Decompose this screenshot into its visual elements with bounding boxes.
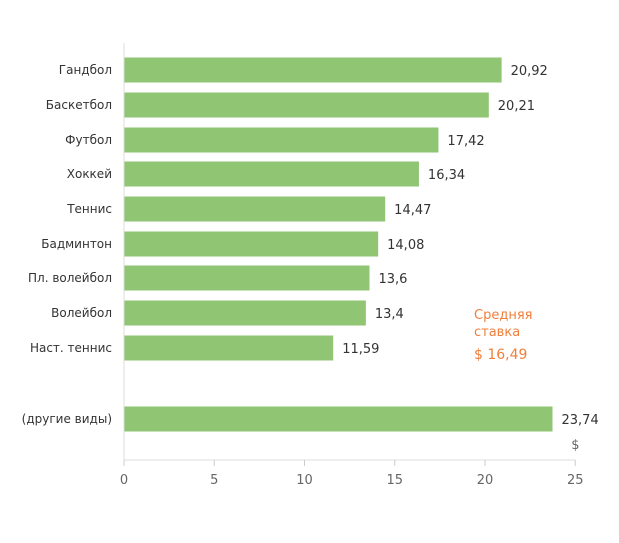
bar	[124, 161, 419, 187]
bar	[124, 231, 379, 257]
x-tick-label: 15	[386, 473, 403, 488]
bar	[124, 265, 370, 291]
average-rate-label-line1: Средняя	[474, 308, 532, 323]
average-rate-annotation: Средняя ставка $ 16,49	[474, 308, 532, 363]
bar	[124, 300, 366, 326]
value-label: 13,4	[375, 307, 404, 322]
bar	[124, 196, 386, 222]
x-tick-label: 25	[567, 473, 584, 488]
x-tick-label: 5	[210, 473, 218, 488]
category-label: Баскетбол	[46, 98, 112, 112]
bar	[124, 335, 334, 361]
value-label: 20,92	[511, 64, 548, 79]
x-tick-label: 10	[296, 473, 313, 488]
x-tick-label: 0	[120, 473, 128, 488]
value-label: 11,59	[342, 342, 379, 357]
x-axis-ticks: 0 5 10 15 20 25	[120, 460, 584, 488]
category-label: Гандбол	[59, 63, 112, 77]
category-label: Футбол	[65, 133, 112, 147]
bar	[124, 57, 502, 83]
value-label: 17,42	[447, 134, 484, 149]
value-label: 14,08	[387, 238, 424, 253]
x-axis-unit-label: $	[571, 438, 579, 453]
category-label: Наст. теннис	[30, 341, 112, 355]
category-label: Пл. волейбол	[28, 271, 112, 285]
bars-group: Гандбол 20,92 Баскетбол 20,21 Футбол 17,42 Хок…	[22, 57, 599, 432]
bar	[124, 127, 439, 153]
bar	[124, 92, 489, 118]
category-label: Теннис	[66, 202, 112, 216]
category-label: Волейбол	[51, 306, 112, 320]
value-label: 14,47	[394, 203, 431, 218]
average-rate-label-line2: ставка	[474, 325, 520, 340]
bar	[124, 406, 553, 432]
value-label: 16,34	[428, 168, 465, 183]
category-label: (другие виды)	[22, 412, 112, 426]
average-rate-value: $ 16,49	[474, 347, 527, 363]
category-label: Хоккей	[67, 167, 112, 181]
value-label: 23,74	[562, 413, 599, 428]
x-tick-label: 20	[477, 473, 494, 488]
value-label: 13,6	[378, 272, 407, 287]
category-label: Бадминтон	[41, 237, 112, 251]
value-label: 20,21	[498, 99, 535, 114]
